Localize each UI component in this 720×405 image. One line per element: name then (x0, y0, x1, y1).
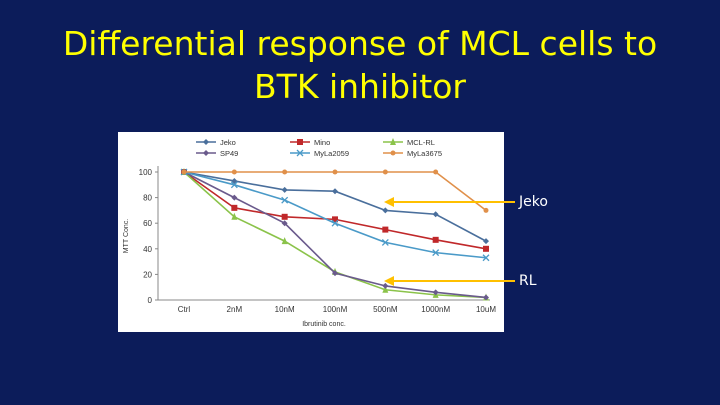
legend-label: Jeko (220, 138, 236, 147)
y-tick-label: 40 (143, 245, 152, 254)
data-point (332, 188, 338, 195)
data-point (390, 150, 396, 156)
data-point (281, 186, 288, 193)
legend-label: SP49 (220, 149, 238, 158)
data-point (203, 139, 209, 145)
data-point (281, 220, 288, 227)
data-point (281, 237, 288, 245)
legend-label: Mino (314, 138, 330, 147)
callout-label-rl: RL (519, 273, 537, 289)
data-point (482, 254, 490, 262)
y-tick-label: 80 (143, 194, 152, 203)
y-tick-label: 60 (143, 219, 152, 228)
data-point (390, 138, 396, 145)
data-point (432, 289, 439, 296)
data-point (483, 294, 489, 301)
data-point (181, 169, 187, 175)
line-chart: 0 20 40 60 80 100 Ctrl 2nM 10nM 100nM 500nM 1000nM 1… (123, 138, 496, 328)
data-point (281, 196, 289, 204)
data-point (332, 169, 338, 175)
data-point (231, 212, 238, 220)
data-point (297, 139, 303, 145)
data-point (433, 169, 439, 175)
legend-label: MCL-RL (407, 138, 435, 147)
x-tick-label: 1000nM (421, 305, 450, 314)
data-point (432, 249, 440, 257)
y-axis-title: MTT Conc. (123, 219, 130, 254)
callout-label-jeko: Jeko (519, 194, 548, 210)
x-tick-label: Ctrl (178, 305, 191, 314)
data-point (332, 270, 338, 277)
legend-label: MyLa3675 (407, 149, 442, 158)
data-point (296, 149, 304, 157)
callout-arrow-rl (384, 276, 515, 286)
data-point (483, 245, 489, 252)
data-point (483, 238, 489, 245)
data-point (231, 194, 238, 201)
data-point (432, 211, 439, 218)
x-tick-label: 500nM (373, 305, 398, 314)
data-point (231, 169, 237, 175)
data-point (382, 285, 389, 293)
data-point (332, 216, 338, 223)
x-tick-label: 100nM (323, 305, 348, 314)
x-axis-title: Ibrutinib conc. (302, 321, 346, 328)
data-point (483, 207, 489, 213)
data-point (382, 207, 389, 214)
x-tick-label: 10uM (476, 305, 496, 314)
callout-arrow-jeko (384, 197, 515, 207)
title-line-1: Differential response of MCL cells to (62, 24, 658, 63)
data-point (381, 238, 389, 246)
data-point (382, 169, 388, 175)
y-tick-label: 20 (143, 270, 152, 279)
data-point (281, 213, 288, 220)
data-point (203, 150, 209, 156)
data-point (230, 181, 238, 189)
legend-label: MyLa2059 (314, 149, 349, 158)
chart-panel: 0 20 40 60 80 100 Ctrl 2nM 10nM 100nM 500nM 1000nM 1… (118, 132, 504, 332)
data-point (282, 169, 288, 175)
data-point (231, 204, 238, 211)
slide-title: Differential response of MCL cells to BT… (0, 22, 720, 108)
x-tick-label: 2nM (227, 305, 243, 314)
data-point (382, 226, 389, 233)
title-line-2: BTK inhibitor (254, 67, 466, 106)
x-tick-label: 10nM (275, 305, 295, 314)
y-tick-label: 0 (148, 296, 153, 305)
data-point (382, 282, 389, 289)
data-point (331, 219, 339, 227)
y-tick-label: 100 (139, 168, 153, 177)
data-point (432, 236, 439, 243)
